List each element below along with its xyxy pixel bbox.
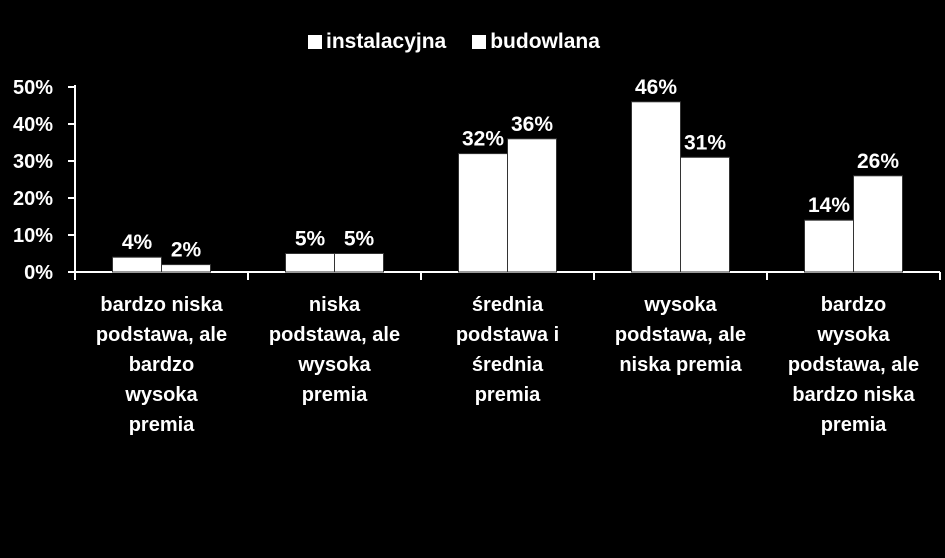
y-tick-label: 50% — [13, 77, 53, 99]
category-label-line: premia — [474, 384, 541, 406]
data-label: 4% — [122, 231, 153, 254]
category-label-line: bardzo — [820, 294, 887, 316]
data-label: 46% — [635, 76, 677, 99]
category-label: średnia podstawa i średnia premia — [423, 290, 593, 410]
data-label: 31% — [684, 131, 726, 154]
legend-label-instalacyjna: instalacyjna — [326, 30, 447, 53]
category-label: bardzo wysoka podstawa, ale bardzo niska pre… — [769, 290, 939, 440]
data-label: 26% — [857, 150, 899, 173]
y-tick-label: 40% — [13, 114, 53, 136]
bar-instalacyjna-2 — [285, 253, 335, 273]
category-label-line: średnia — [471, 354, 544, 376]
legend-swatch-instalacyjna — [308, 35, 322, 49]
category-label-line: wysoka — [644, 294, 717, 316]
bar-budowlana-2 — [334, 253, 384, 273]
category-label-line: podstawa i — [455, 324, 560, 346]
category-label: niska podstawa, ale wysoka premia — [250, 290, 420, 410]
data-label: 2% — [171, 239, 202, 262]
bar-instalacyjna-4 — [631, 101, 681, 273]
y-tick-label: 0% — [24, 262, 53, 284]
bar-instalacyjna-1 — [112, 256, 162, 273]
data-label: 5% — [344, 228, 375, 251]
legend-label-budowlana: budowlana — [490, 30, 600, 53]
legend: instalacyjna budowlana — [308, 30, 600, 54]
category-label-line: podstawa, ale — [268, 324, 401, 346]
category-label-line: wysoka — [125, 384, 198, 406]
category-label-line: premia — [301, 384, 368, 406]
bar-budowlana-4 — [680, 156, 730, 273]
bar-instalacyjna-3 — [458, 153, 508, 273]
y-tick-label: 20% — [13, 188, 53, 210]
data-label: 14% — [808, 194, 850, 217]
category-label-line: podstawa, ale — [787, 354, 920, 376]
y-tick-label: 10% — [13, 225, 53, 247]
category-label-line: wysoka — [298, 354, 371, 376]
category-label-line: średnia — [471, 294, 544, 316]
bar-budowlana-3 — [507, 138, 557, 273]
category-label: wysoka podstawa, ale niska premia — [596, 290, 766, 380]
legend-swatch-budowlana — [472, 35, 487, 49]
bar-instalacyjna-5 — [804, 219, 854, 273]
category-label-line: niska premia — [619, 354, 742, 376]
bar-budowlana-1 — [161, 264, 211, 273]
bar-budowlana-5 — [853, 175, 903, 273]
data-label: 5% — [295, 228, 326, 251]
data-label: 36% — [511, 113, 553, 136]
legend-item-budowlana: budowlana — [472, 30, 600, 54]
category-label-line: premia — [820, 414, 887, 436]
category-label-line: podstawa, ale — [614, 324, 747, 346]
category-label-line: bardzo niska — [100, 294, 223, 316]
category-label-line: bardzo niska — [792, 384, 915, 406]
category-label-line: bardzo — [128, 354, 195, 376]
category-label: bardzo niska podstawa, ale bardzo wysoka pre… — [77, 290, 247, 440]
y-tick-label: 30% — [13, 151, 53, 173]
legend-item-instalacyjna: instalacyjna — [308, 30, 446, 54]
category-label-line: podstawa, ale — [95, 324, 228, 346]
data-label: 32% — [462, 128, 504, 151]
category-label-line: wysoka — [817, 324, 890, 346]
category-label-line: niska — [308, 294, 361, 316]
category-label-line: premia — [128, 414, 195, 436]
